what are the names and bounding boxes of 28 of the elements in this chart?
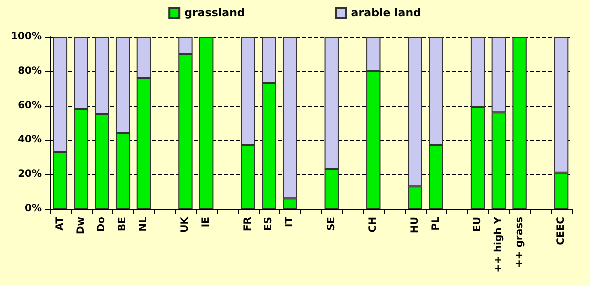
x-tick-label: IT <box>284 216 296 228</box>
x-tick-label: ++ grass <box>514 216 526 268</box>
bar <box>200 37 214 209</box>
x-tick-label: CEEC <box>556 217 568 246</box>
x-tick-label: CH <box>368 217 380 233</box>
x-tick-label: ++ high Y <box>493 216 504 273</box>
bar <box>512 37 527 209</box>
legend-label: arable land <box>351 6 422 20</box>
x-tick-label: EU <box>472 217 484 232</box>
x-tick-label: NL <box>138 216 150 232</box>
y-tick-label: 80% <box>18 66 42 77</box>
y-tick-label: 60% <box>18 100 42 112</box>
y-tick-label: 0% <box>25 204 42 214</box>
x-tick-label: AT <box>54 216 66 231</box>
x-tick-label: UK <box>180 216 192 233</box>
x-tick-label: IE <box>201 216 212 228</box>
x-tick-label: ES <box>264 217 275 232</box>
x-tick-label: Do <box>96 216 108 232</box>
x-tick-label: HU <box>410 217 421 234</box>
x-tick-label: SE <box>326 216 338 232</box>
legend-label: grassland <box>184 6 246 20</box>
x-tick-label: PL <box>430 216 442 231</box>
x-tick-label: BE <box>118 216 129 232</box>
y-tick-label: 20% <box>18 169 42 180</box>
x-tick-label: Dw <box>76 217 87 235</box>
y-tick-label: 40% <box>18 134 42 146</box>
y-tick-label: 100% <box>11 32 42 42</box>
x-tick-label: FR <box>242 216 254 232</box>
